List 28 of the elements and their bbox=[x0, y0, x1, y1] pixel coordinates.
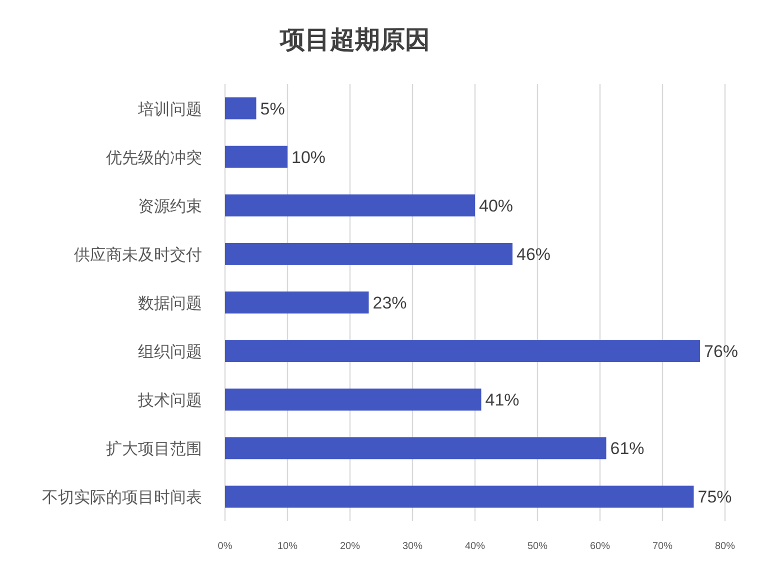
category-label: 优先级的冲突 bbox=[106, 150, 202, 167]
data-label: 41% bbox=[485, 390, 520, 410]
data-label: 5% bbox=[260, 99, 285, 118]
category-label: 不切实际的项目时间表 bbox=[42, 490, 202, 507]
x-tick: 50% bbox=[528, 541, 548, 552]
category-label: 培训问题 bbox=[138, 101, 202, 118]
data-label: 46% bbox=[516, 244, 551, 264]
category-label: 供应商未及时交付 bbox=[74, 246, 202, 264]
category-label: 技术问题 bbox=[138, 392, 202, 410]
x-tick: 10% bbox=[278, 541, 298, 552]
data-label: 61% bbox=[610, 439, 644, 458]
data-label: 10% bbox=[292, 148, 326, 167]
category-label: 扩大项目范围 bbox=[106, 441, 202, 458]
x-tick: 20% bbox=[340, 541, 360, 552]
data-label: 75% bbox=[698, 488, 732, 507]
title: 项目超期原因 bbox=[280, 26, 430, 54]
category-label: 数据问题 bbox=[138, 296, 202, 312]
x-tick: 80% bbox=[715, 541, 735, 552]
data-label: 23% bbox=[372, 294, 407, 312]
x-tick: 0% bbox=[218, 541, 232, 552]
x-tick: 40% bbox=[465, 541, 485, 552]
category-label: 资源约束 bbox=[138, 198, 202, 216]
x-tick: 70% bbox=[652, 541, 672, 552]
data-label: 40% bbox=[479, 196, 514, 216]
data-label: 76% bbox=[704, 342, 738, 362]
x-tick: 30% bbox=[402, 541, 422, 552]
category-label: 组织问题 bbox=[138, 344, 202, 362]
x-tick: 60% bbox=[590, 541, 610, 552]
